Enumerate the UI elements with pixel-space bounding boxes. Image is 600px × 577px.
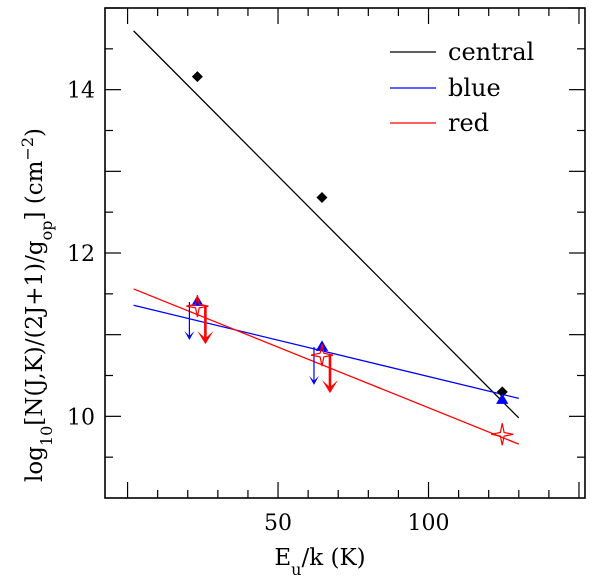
red-fit-line	[133, 288, 520, 445]
data-points	[184, 71, 514, 446]
red-point	[310, 343, 334, 367]
blue-upper-limit-arrow	[184, 302, 195, 340]
central-fit-line	[133, 30, 520, 419]
legend-label-red: red	[448, 109, 489, 137]
x-tick-label: 50	[264, 511, 292, 536]
y-tick-label: 10	[67, 405, 95, 430]
plot-area	[104, 7, 586, 499]
red-point	[186, 294, 209, 318]
legend: central blue red	[390, 38, 534, 137]
legend-label-central: central	[448, 38, 534, 66]
x-tick-label: 100	[408, 511, 450, 536]
central-point	[316, 191, 328, 203]
y-tick-label: 12	[67, 242, 95, 267]
red-upper-limit-arrow-head	[197, 331, 214, 345]
central-point	[191, 71, 203, 83]
plot-frame	[104, 7, 586, 499]
blue-fit-line	[133, 304, 519, 399]
blue-point	[191, 295, 204, 306]
red-upper-limit-arrow	[197, 306, 214, 345]
axis-ticks: 50 100 10 12 14	[67, 7, 585, 536]
y-tick-label: 14	[67, 79, 95, 104]
red-point	[491, 423, 514, 446]
y-axis-label: log10[N(J,K)/(2J+1)/gop] (cm−2)	[18, 128, 56, 482]
blue-upper-limit-arrow-head	[308, 375, 319, 385]
blue-point	[496, 393, 509, 404]
red-upper-limit-arrow-head	[321, 380, 338, 394]
x-axis-label: Eu/k (K)	[274, 545, 365, 577]
blue-upper-limit-arrow-head	[184, 331, 195, 340]
legend-label-blue: blue	[448, 74, 501, 102]
blue-upper-limit-arrow	[308, 346, 319, 385]
central-point	[496, 386, 508, 398]
red-upper-limit-arrow	[321, 355, 338, 394]
